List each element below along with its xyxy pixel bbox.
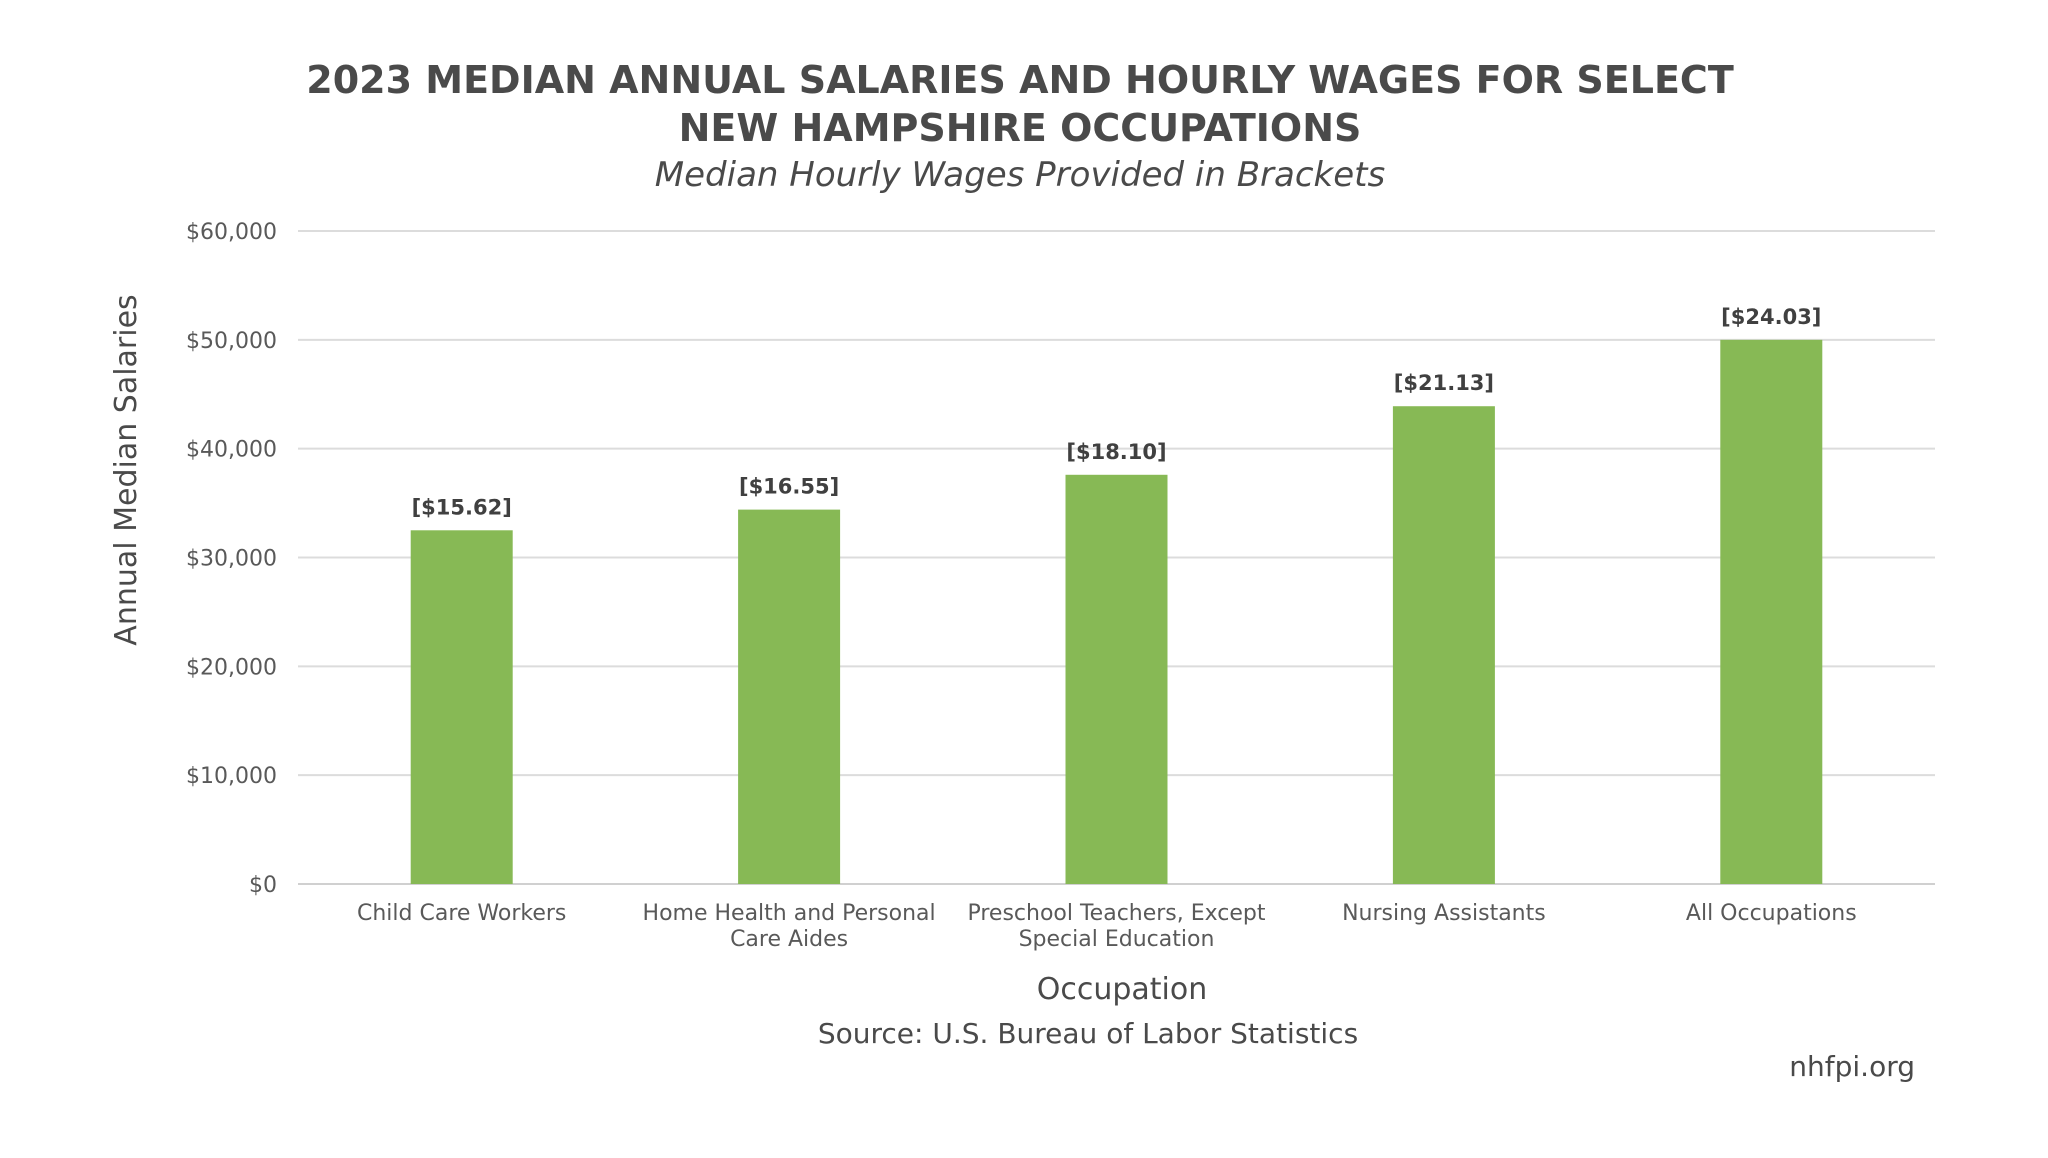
y-tick-label: $30,000	[186, 547, 277, 572]
y-tick-label: $50,000	[186, 329, 277, 354]
source-note: Source: U.S. Bureau of Labor Statistics	[818, 1017, 1358, 1050]
bar	[1065, 474, 1168, 884]
y-tick-label: $10,000	[186, 764, 277, 789]
bar	[410, 530, 513, 884]
x-category-label: Home Health and Personal	[643, 901, 936, 926]
y-tick-label: $20,000	[186, 655, 277, 680]
y-axis-title: Annual Median Salaries	[109, 294, 144, 645]
bar-data-label: [$16.55]	[739, 475, 839, 499]
y-tick-label: $60,000	[186, 220, 277, 245]
x-axis-categories: Child Care Workers Home Health and Person…	[357, 901, 1857, 952]
chart-subtitle: Median Hourly Wages Provided in Brackets	[655, 155, 1385, 195]
x-axis-title: Occupation	[1037, 972, 1208, 1007]
bar	[1392, 406, 1495, 884]
x-category-label: Special Education	[1019, 927, 1215, 952]
y-tick-label: $0	[249, 873, 277, 898]
x-category-label: All Occupations	[1686, 901, 1857, 926]
bar-data-label: [$15.62]	[412, 495, 512, 519]
bar-data-label: [$21.13]	[1394, 371, 1494, 395]
bars	[410, 339, 1823, 884]
chart-title-line-1: 2023 MEDIAN ANNUAL SALARIES AND HOURLY W…	[306, 58, 1734, 102]
x-category-label: Preschool Teachers, Except	[967, 901, 1265, 926]
bar-data-label: [$18.10]	[1066, 440, 1166, 464]
bar	[1720, 339, 1823, 884]
chart-title-line-2: NEW HAMPSHIRE OCCUPATIONS	[679, 106, 1362, 150]
x-category-label: Care Aides	[730, 927, 848, 952]
bar	[738, 509, 841, 884]
x-category-label: Child Care Workers	[357, 901, 566, 926]
credit-logo-text: nhfpi.org	[1789, 1050, 1915, 1083]
data-labels: [$15.62] [$16.55] [$18.10] [$21.13] [$24.03]	[412, 305, 1822, 519]
bar-data-label: [$24.03]	[1721, 305, 1821, 329]
y-tick-label: $40,000	[186, 438, 277, 463]
x-category-label: Nursing Assistants	[1342, 901, 1546, 926]
y-axis-ticks: $0 $10,000 $20,000 $30,000 $40,000 $50,000 $60…	[186, 220, 277, 898]
